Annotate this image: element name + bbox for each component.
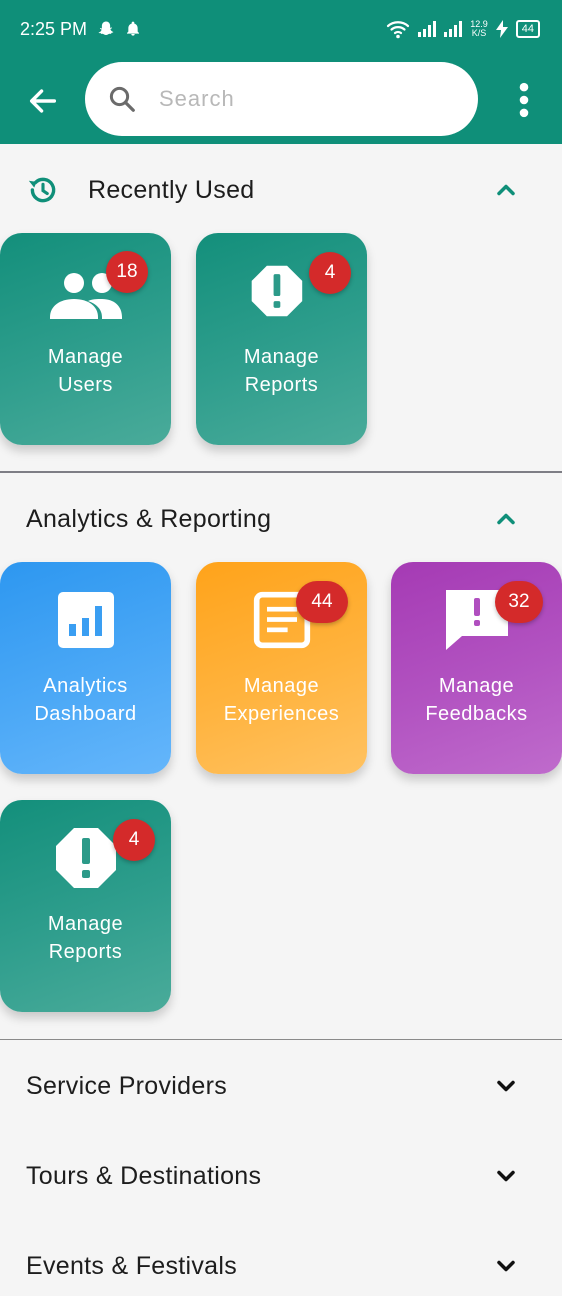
notification-bell-icon — [127, 21, 140, 36]
chevron-up-icon[interactable] — [492, 505, 520, 533]
tile-manage-reports[interactable]: 4 Manage Reports — [196, 233, 367, 445]
app-bar — [0, 58, 562, 144]
report-alert-icon — [55, 828, 116, 888]
section-title: Tours & Destinations — [26, 1161, 262, 1190]
history-icon — [28, 177, 56, 203]
tile-label: Manage Reports — [243, 346, 320, 396]
tile-label: Manage Feedbacks — [425, 675, 528, 725]
tile-manage-reports[interactable]: 4 Manage Reports — [0, 800, 171, 1012]
section-recently-used-header[interactable]: Recently Used — [0, 160, 562, 220]
feedback-icon — [445, 590, 508, 650]
search-bar[interactable] — [85, 62, 478, 136]
chevron-down-icon[interactable] — [492, 1072, 520, 1100]
section-tours-destinations[interactable]: Tours & Destinations — [0, 1146, 562, 1206]
status-time: 2:25 PM — [20, 18, 88, 39]
status-bar: 2:25 PM 12.9 K/S 44 — [0, 0, 562, 58]
network-speed: 12.9 K/S — [470, 20, 488, 38]
section-service-providers[interactable]: Service Providers — [0, 1056, 562, 1116]
network-speed-value: 12.9 — [470, 19, 488, 29]
signal-icon-2 — [444, 21, 463, 37]
signal-icon — [418, 21, 437, 37]
more-vertical-icon[interactable] — [510, 80, 538, 120]
badge-count: 44 — [296, 581, 348, 623]
battery-icon: 44 — [515, 20, 540, 38]
section-analytics-header[interactable]: Analytics & Reporting — [0, 489, 562, 549]
search-input[interactable] — [159, 86, 439, 112]
chevron-down-icon[interactable] — [492, 1252, 520, 1280]
section-title: Recently Used — [88, 175, 255, 204]
chevron-down-icon[interactable] — [492, 1162, 520, 1190]
report-alert-icon — [251, 265, 302, 317]
tile-label: Manage Experiences — [223, 675, 340, 725]
badge-count: 4 — [113, 819, 155, 861]
section-divider — [0, 471, 562, 473]
chevron-up-icon[interactable] — [492, 176, 520, 204]
badge-count: 32 — [495, 581, 543, 623]
wifi-icon — [387, 21, 410, 39]
arrow-back-icon[interactable] — [26, 84, 60, 118]
bar-chart-icon — [57, 592, 114, 648]
section-title: Service Providers — [26, 1071, 227, 1100]
tile-analytics-dashboard[interactable]: Analytics Dashboard — [0, 562, 171, 774]
tile-manage-experiences[interactable]: 44 Manage Experiences — [196, 562, 367, 774]
section-title: Analytics & Reporting — [26, 504, 272, 533]
tile-label: Manage Users — [47, 346, 124, 396]
badge-count: 18 — [106, 251, 148, 293]
tile-label: Analytics Dashboard — [34, 675, 137, 725]
section-events-festivals[interactable]: Events & Festivals — [0, 1236, 562, 1296]
badge-count: 4 — [309, 252, 351, 294]
search-icon — [109, 86, 135, 112]
section-title: Events & Festivals — [26, 1251, 238, 1280]
users-icon — [49, 273, 122, 319]
charging-icon — [495, 20, 508, 38]
section-divider — [0, 1039, 562, 1040]
network-speed-unit: K/S — [471, 28, 487, 38]
snapchat-icon — [98, 21, 114, 35]
tile-manage-users[interactable]: 18 Manage Users — [0, 233, 171, 445]
tile-label: Manage Reports — [47, 913, 124, 963]
tile-manage-feedbacks[interactable]: 32 Manage Feedbacks — [391, 562, 562, 774]
